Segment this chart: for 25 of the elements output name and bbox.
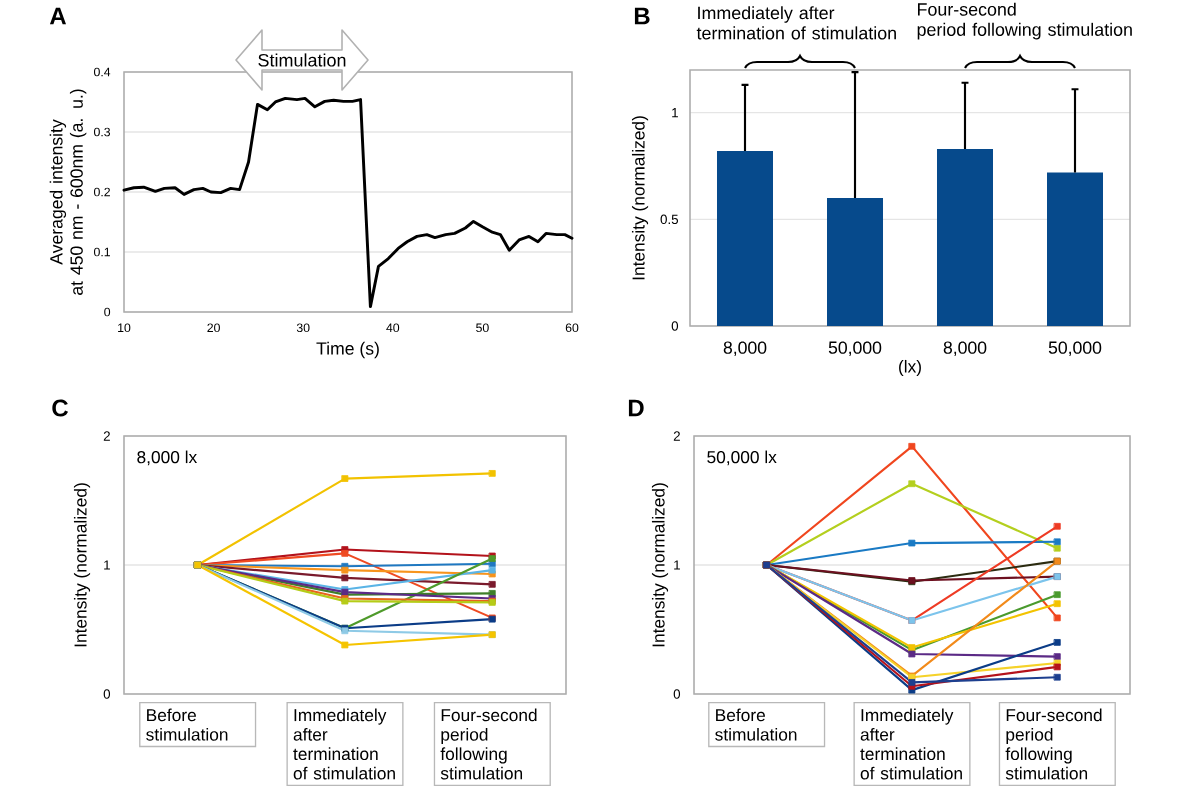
chart-title: D (628, 399, 644, 417)
x-tick-label: 8,000 (723, 341, 767, 356)
chart-title: C (52, 399, 69, 417)
x-axis-title: Time (s) (316, 341, 379, 359)
text: Stimulation (258, 53, 346, 67)
x-tick-label: 8,000 (943, 341, 987, 356)
x-tick-label: Before stimulation (146, 708, 228, 741)
x-axis-title: (lx) (899, 359, 921, 377)
text: 8,000 lx (137, 450, 198, 466)
x-tick-label: Four-second period following stimulation (1005, 708, 1102, 780)
y-axis-title: Intensity (normalized) (651, 483, 669, 647)
x-tick-label: Immediately after termination of stimulation (293, 708, 395, 780)
x-tick-label: Immediately after termination of stimulation (860, 708, 962, 780)
text: Immediately after termination of stimulation (696, 6, 896, 40)
y-axis-title: Intensity (normalized) (631, 116, 649, 280)
y-axis-title: Intensity (normalized) (73, 483, 91, 647)
x-tick-label: 50,000 (1048, 341, 1102, 356)
text: Four-second period following stimulation (917, 2, 1132, 40)
text: 50,000 lx (707, 450, 777, 466)
x-tick-label: 50,000 (828, 341, 882, 356)
chart-title: B (634, 7, 650, 25)
chart-title: A (49, 7, 67, 25)
x-tick-label: Before stimulation (715, 708, 797, 741)
x-tick-label: Four-second period following stimulation (440, 708, 537, 780)
y-axis-title: Averaged intensity at 450 nm - 600nm (a. u.) (49, 89, 87, 295)
